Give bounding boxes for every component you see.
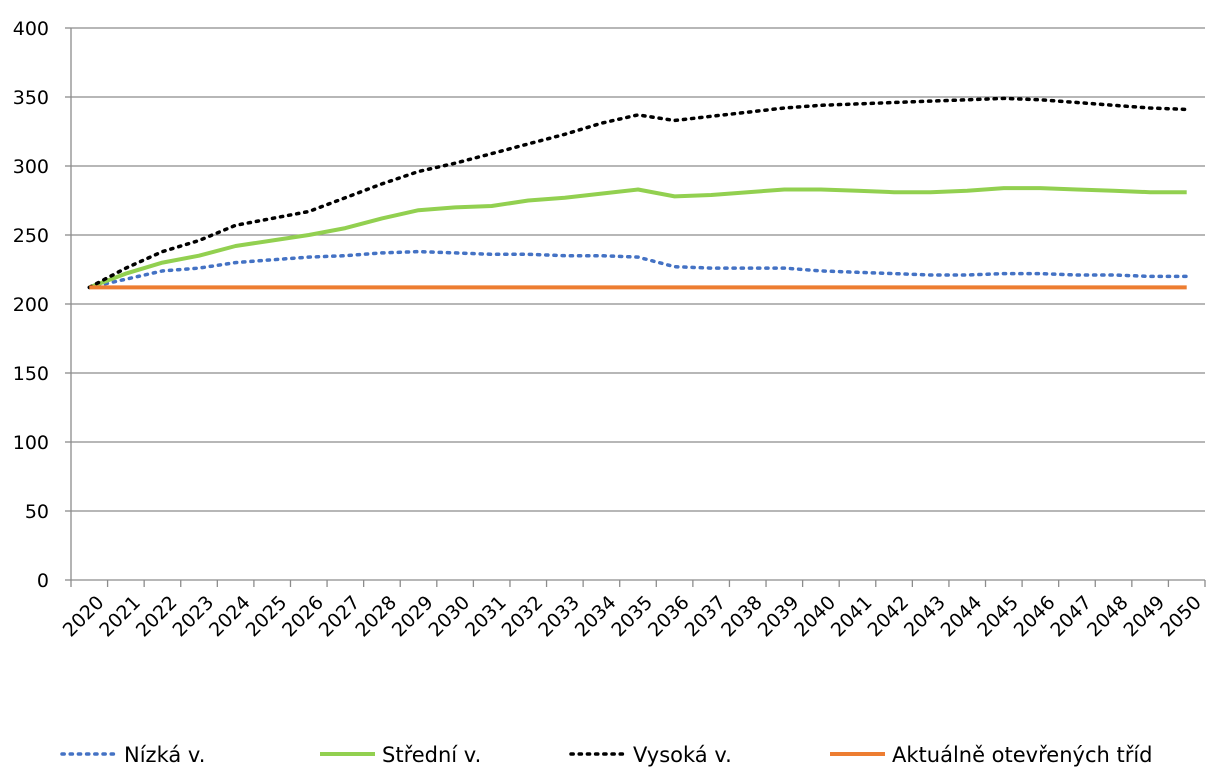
x-tick-label: 2041: [827, 592, 877, 642]
x-tick-label: 2023: [168, 592, 218, 642]
y-tick-label: 400: [13, 18, 49, 40]
x-tick-label: 2034: [571, 592, 621, 642]
y-tick-label: 350: [13, 87, 49, 109]
x-tick-label: 2039: [754, 592, 804, 642]
y-tick-label: 300: [13, 156, 49, 178]
legend-item: Střední v.: [320, 743, 481, 767]
series-line-1: [88, 186, 1187, 290]
x-tick-label: 2025: [242, 592, 292, 642]
x-tick-label: 2050: [1156, 592, 1206, 642]
x-tick-label: 2022: [132, 592, 182, 642]
legend-label: Nízká v.: [124, 743, 205, 767]
x-tick-label: 2028: [351, 592, 401, 642]
x-tick-label: 2036: [644, 592, 694, 642]
x-tick-label: 2045: [973, 592, 1023, 642]
legend-label: Vysoká v.: [633, 743, 732, 767]
x-tick-label: 2044: [937, 592, 987, 642]
legend-item: Aktuálně otevřených tříd: [830, 743, 1153, 767]
x-tick-label: 2042: [863, 592, 913, 642]
y-tick-label: 200: [13, 294, 49, 316]
x-tick-label: 2027: [315, 592, 365, 642]
x-tick-label: 2049: [1120, 592, 1170, 642]
x-axis-ticks: 2020202120222023202420252026202720282029…: [59, 580, 1206, 641]
legend: Nízká v. Střední v. Vysoká v. Aktuálně otev…: [60, 743, 1153, 767]
x-tick-label: 2035: [607, 592, 657, 642]
series-line-0: [87, 249, 1189, 290]
x-tick-label: 2032: [498, 592, 548, 642]
legend-item: Nízká v.: [60, 743, 205, 767]
y-tick-label: 250: [13, 225, 49, 247]
x-tick-label: 2046: [1010, 592, 1060, 642]
x-tick-label: 2026: [278, 592, 328, 642]
legend-label: Střední v.: [382, 743, 481, 767]
series-line-2: [87, 96, 1189, 290]
legend-item: Vysoká v.: [569, 743, 732, 767]
x-tick-label: 2038: [717, 592, 767, 642]
gridlines: [71, 27, 1205, 512]
y-tick-label: 0: [37, 570, 49, 592]
x-tick-label: 2030: [424, 592, 474, 642]
x-tick-label: 2043: [900, 592, 950, 642]
x-tick-label: 2037: [681, 592, 731, 642]
y-axis-ticks: 0 50 100 150 200 250 300 350 400: [13, 18, 71, 592]
x-tick-label: 2024: [205, 592, 255, 642]
x-tick-label: 2033: [534, 592, 584, 642]
x-tick-label: 2047: [1046, 592, 1096, 642]
y-tick-label: 50: [25, 501, 49, 523]
x-tick-label: 2021: [95, 592, 145, 642]
y-tick-label: 150: [13, 363, 49, 385]
y-tick-label: 100: [13, 432, 49, 454]
x-tick-label: 2040: [790, 592, 840, 642]
x-tick-label: 2020: [59, 592, 109, 642]
x-tick-label: 2029: [388, 592, 438, 642]
series-lines: [87, 96, 1189, 290]
x-tick-label: 2031: [461, 592, 511, 642]
legend-label: Aktuálně otevřených tříd: [892, 743, 1153, 767]
x-tick-label: 2048: [1083, 592, 1133, 642]
